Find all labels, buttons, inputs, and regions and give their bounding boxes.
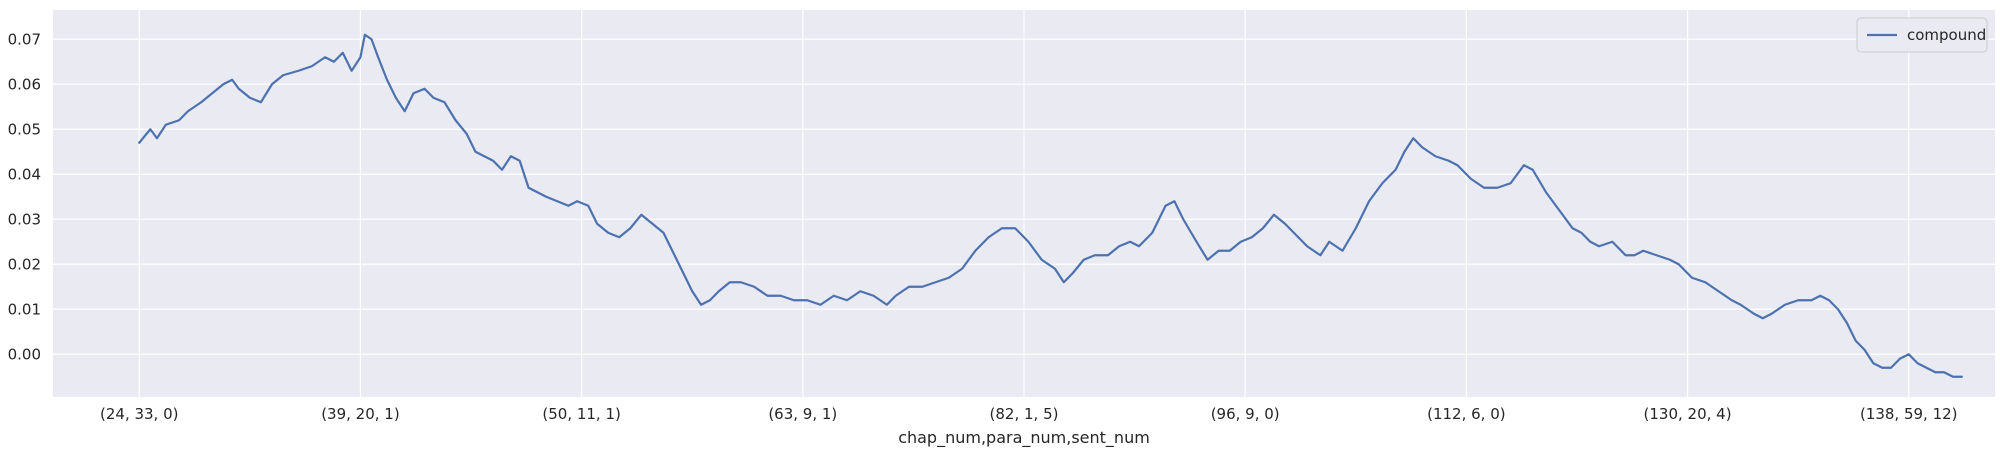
y-tick-label: 0.00 bbox=[8, 345, 41, 363]
y-tick-label: 0.01 bbox=[8, 300, 41, 318]
x-tick-label: (96, 9, 0) bbox=[1211, 405, 1280, 423]
series-layer bbox=[138, 33, 1963, 378]
y-tick-label: 0.05 bbox=[8, 120, 41, 138]
y-tick-label: 0.04 bbox=[8, 165, 41, 183]
y-tick-label: 0.02 bbox=[8, 255, 41, 273]
x-tick-label: (130, 20, 4) bbox=[1644, 405, 1732, 423]
series-line-compound bbox=[138, 33, 1963, 378]
legend-box bbox=[1856, 17, 1988, 53]
x-tick-label: (112, 6, 0) bbox=[1427, 405, 1506, 423]
y-tick-label: 0.03 bbox=[8, 210, 41, 228]
x-tick-label: (50, 11, 1) bbox=[542, 405, 621, 423]
x-axis-ticks: (24, 33, 0) (39, 20, 1) (50, 11, 1) (63, 9,… bbox=[100, 405, 1958, 423]
y-tick-label: 0.07 bbox=[8, 30, 41, 48]
x-tick-label: (63, 9, 1) bbox=[768, 405, 837, 423]
legend: compound bbox=[1856, 17, 1988, 53]
x-axis-label: chap_num,para_num,sent_num bbox=[898, 428, 1150, 448]
x-tick-label: (24, 33, 0) bbox=[100, 405, 179, 423]
legend-label-compound: compound bbox=[1907, 26, 1986, 44]
y-axis-ticks: 0.00 0.01 0.02 0.03 0.04 0.05 0.06 0.07 bbox=[8, 30, 41, 363]
x-tick-label: (39, 20, 1) bbox=[321, 405, 400, 423]
x-tick-label: (82, 1, 5) bbox=[990, 405, 1059, 423]
y-tick-label: 0.06 bbox=[8, 75, 41, 93]
x-tick-label: (138, 59, 12) bbox=[1860, 405, 1958, 423]
